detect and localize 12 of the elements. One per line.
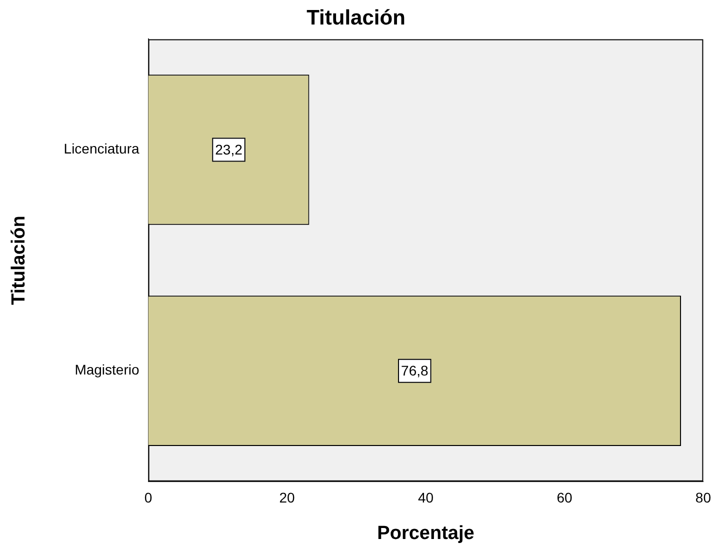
y-tick-label: Magisterio xyxy=(74,362,140,378)
data-label: 23,2 xyxy=(215,142,243,158)
x-axis-title: Porcentaje xyxy=(377,522,474,544)
x-tick-label: 40 xyxy=(418,490,434,506)
y-axis-title: Titulación xyxy=(8,216,30,305)
x-tick-label: 20 xyxy=(279,490,296,506)
data-label: 76,8 xyxy=(401,362,428,379)
x-tick-label: 80 xyxy=(695,490,712,506)
y-tick-label: Licenciatura xyxy=(64,140,140,157)
chart-title: Titulación xyxy=(306,6,406,30)
x-tick-label: 60 xyxy=(556,490,572,506)
x-tick-label: 0 xyxy=(144,490,152,506)
